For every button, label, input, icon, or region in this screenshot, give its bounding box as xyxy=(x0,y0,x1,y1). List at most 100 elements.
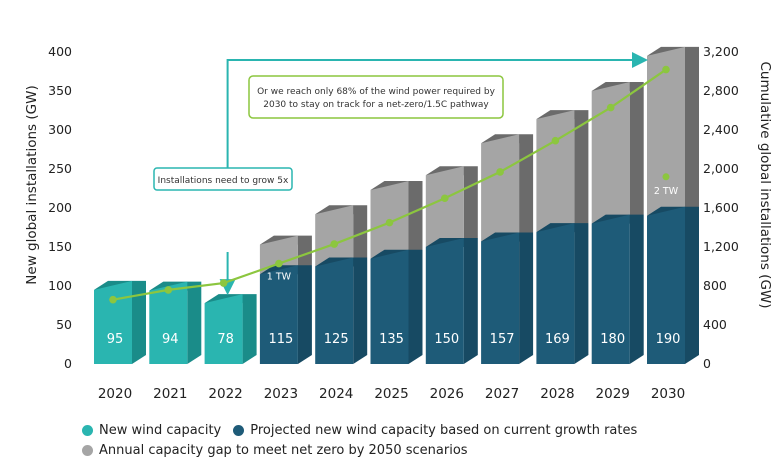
bar-value-label: 78 xyxy=(217,332,234,347)
bar-projected-2024-side xyxy=(315,257,368,364)
cumulative-point-2027 xyxy=(496,168,504,176)
legend-label-new: New wind capacity xyxy=(99,423,222,438)
cumulative-line: 1 TW 2 TW xyxy=(109,65,679,304)
cumulative-marker-2tw xyxy=(662,173,670,181)
right-axis: 0 400 800 1,200 1,600 2,000 2,400 2,800 3,200 xyxy=(703,44,739,371)
cumulative-point-2021 xyxy=(164,286,173,294)
bar-gap-2026 xyxy=(425,166,464,247)
bar-new-2021-side xyxy=(149,281,202,364)
bar-value-label: 115 xyxy=(268,332,293,347)
cumulative-point-2030 xyxy=(662,65,670,74)
y-tick-left: 50 xyxy=(56,317,72,332)
y-tick-left: 400 xyxy=(48,44,72,59)
cumulative-point-2022 xyxy=(219,279,228,287)
x-tick-2020: 2020 xyxy=(98,386,132,402)
y-tick-right: 800 xyxy=(703,278,727,293)
y-axis-label-left: New global installations (GW) xyxy=(24,85,40,284)
bar-gap-2025-side xyxy=(370,181,423,259)
cumulative-point-2028 xyxy=(551,136,560,145)
y-tick-right: 2,000 xyxy=(703,161,739,176)
bar-gap-2030-side xyxy=(647,46,699,216)
y-tick-right: 3,200 xyxy=(703,44,739,59)
bar-gap-2024 xyxy=(315,205,354,267)
bar-value-label: 95 xyxy=(107,332,124,347)
callout-text-grow: Installations need to grow 5x xyxy=(158,176,289,186)
bar-value-label: 169 xyxy=(545,332,570,347)
bar-projected-2030 xyxy=(647,206,685,364)
x-tick-2025: 2025 xyxy=(374,386,408,402)
bar-value-label: 190 xyxy=(656,332,681,347)
bar-projected-2028 xyxy=(536,223,575,364)
cumulative-point-2020 xyxy=(109,295,117,304)
callouts: Installations need to grow 5x Or we reach… xyxy=(153,52,648,296)
bar-value-label: 150 xyxy=(434,332,459,347)
bar-value-label: 125 xyxy=(324,332,349,347)
x-tick-2030: 2030 xyxy=(651,386,685,402)
y-tick-left: 100 xyxy=(48,278,72,293)
bar-value-label: 94 xyxy=(162,332,179,347)
x-axis: 2020 2021 2022 2023 2024 2025 2026 2027 2028 2029… xyxy=(98,386,685,402)
callout-text-68pct: Or we reach only 68% of the wind power r… xyxy=(257,87,496,97)
bar-projected-2025 xyxy=(370,249,409,364)
y-tick-left: 0 xyxy=(64,356,72,371)
bar-gap-2024-side xyxy=(315,205,368,267)
arrow-to-2030 xyxy=(226,52,648,168)
bar-projected-2027-side xyxy=(481,232,534,364)
legend-item-gap: Annual capacity gap to meet net zero by … xyxy=(82,443,468,458)
legend-row-1: New wind capacity Projected new wind cap… xyxy=(82,423,649,438)
bar-gap-2029 xyxy=(591,82,630,224)
y-tick-right: 2,400 xyxy=(703,122,739,137)
bar-new-2022-side xyxy=(204,294,257,364)
x-tick-2022: 2022 xyxy=(208,386,242,402)
bar-projected-2024 xyxy=(315,257,354,364)
legend-item-new: New wind capacity xyxy=(82,423,221,438)
legend-swatch-new xyxy=(82,425,93,436)
cumulative-label-2tw: 2 TW xyxy=(654,186,679,197)
bar-projected-2030-side xyxy=(647,206,699,364)
x-tick-2026: 2026 xyxy=(430,386,464,402)
bar-value-label: 135 xyxy=(379,332,404,347)
legend-row-2: Annual capacity gap to meet net zero by … xyxy=(82,443,480,458)
bar-gap-2028-side xyxy=(536,110,589,233)
callout-text-68pct: 2030 to stay on track for a net-zero/1.5… xyxy=(263,100,489,110)
bar-new-2022 xyxy=(204,294,243,364)
bar-projected-2026 xyxy=(425,238,464,364)
y-axis-label-right: Cumulative global installations (GW) xyxy=(757,61,773,308)
bar-value-label: 157 xyxy=(490,332,515,347)
bars: 95 94 78 115 125 135 150 157 169 180 190 xyxy=(94,46,699,364)
cumulative-point-2026 xyxy=(441,194,449,203)
y-tick-right: 400 xyxy=(703,317,727,332)
y-tick-right: 2,800 xyxy=(703,83,739,98)
bar-gap-2023-side xyxy=(259,235,312,275)
bar-projected-2023-side xyxy=(259,265,312,364)
x-tick-2028: 2028 xyxy=(540,386,574,402)
left-axis: 0 50 100 150 200 250 300 350 400 xyxy=(48,44,72,371)
legend-label-gap: Annual capacity gap to meet net zero by … xyxy=(99,443,468,458)
bar-projected-2029-side xyxy=(591,214,644,364)
bar-projected-2026-side xyxy=(425,238,478,364)
y-tick-right: 1,200 xyxy=(703,239,739,254)
cumulative-point-2025 xyxy=(385,218,394,227)
bar-gap-2029-side xyxy=(591,82,644,224)
bar-new-2020 xyxy=(94,280,132,364)
bar-projected-2029 xyxy=(591,214,630,364)
bar-projected-2025-side xyxy=(370,249,423,364)
x-tick-2021: 2021 xyxy=(153,386,187,402)
y-tick-left: 300 xyxy=(48,122,72,137)
cumulative-point-2024 xyxy=(330,240,339,248)
bar-value-label: 180 xyxy=(600,332,625,347)
x-tick-2023: 2023 xyxy=(264,386,298,402)
bar-projected-2028-side xyxy=(536,223,589,364)
legend-swatch-gap xyxy=(82,445,93,456)
y-tick-left: 200 xyxy=(48,200,72,215)
cumulative-point-2029 xyxy=(606,103,615,112)
callout-box-68pct xyxy=(248,75,504,119)
legend-swatch-projected xyxy=(233,425,245,436)
y-tick-right: 1,600 xyxy=(703,200,739,215)
bar-projected-2027 xyxy=(481,232,520,364)
y-tick-left: 250 xyxy=(48,161,72,176)
y-tick-left: 150 xyxy=(48,239,72,254)
y-tick-right: 0 xyxy=(703,356,711,371)
cumulative-point-2023 xyxy=(275,259,283,268)
